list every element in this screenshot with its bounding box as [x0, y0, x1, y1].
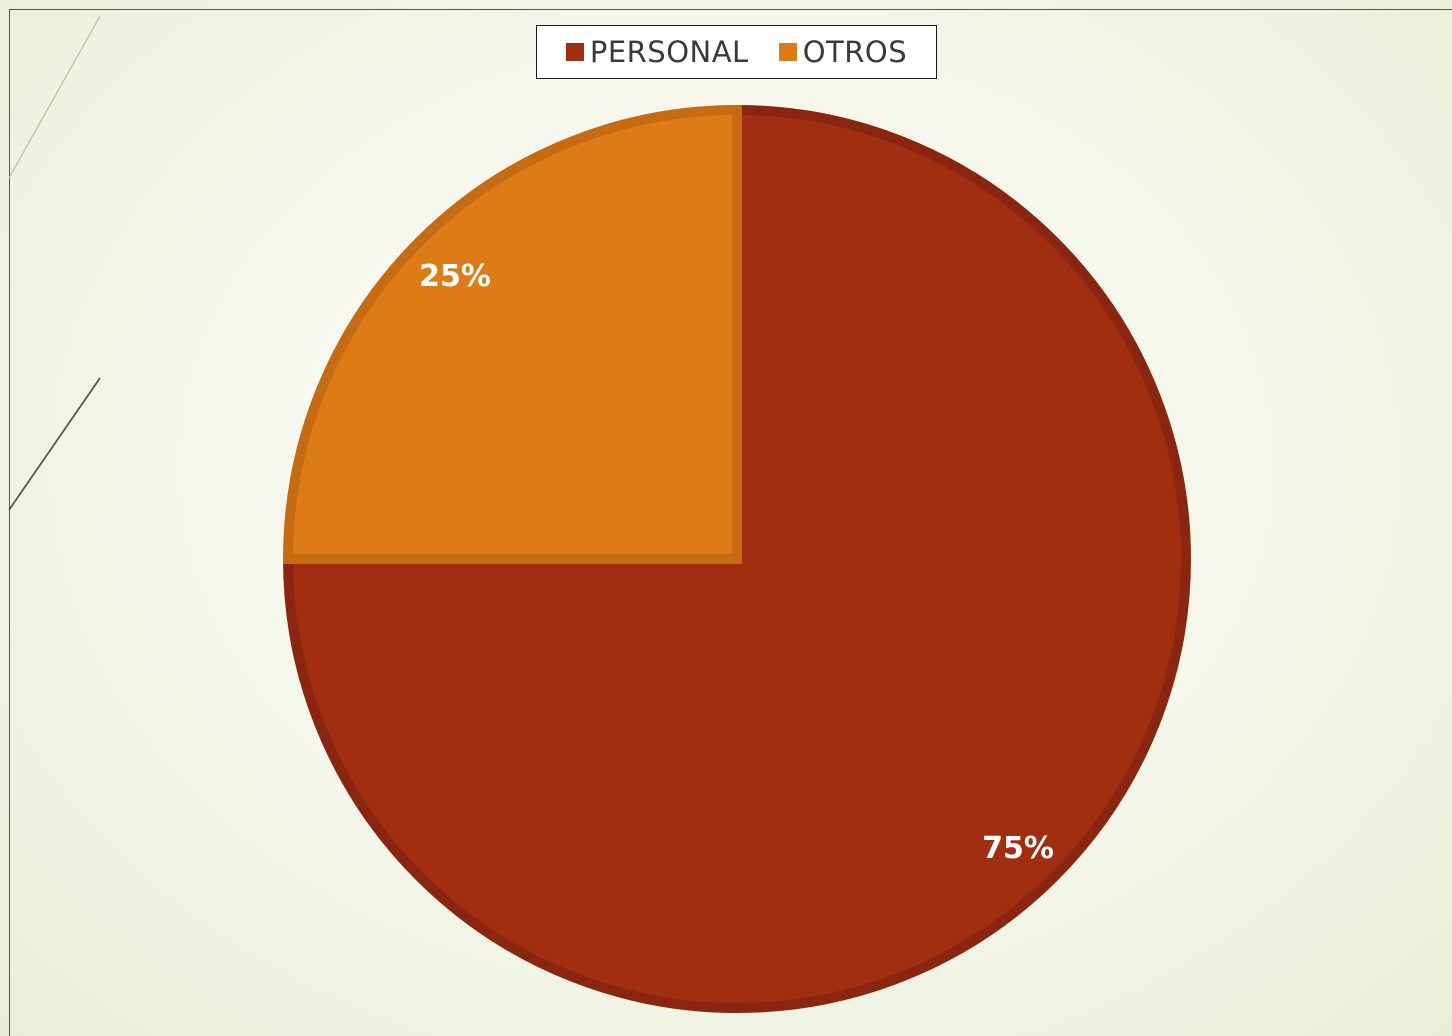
data-label-personal: 75% — [982, 831, 1054, 866]
data-label-otros: 25% — [419, 259, 491, 294]
legend-swatch-otros — [778, 43, 797, 61]
pie-slices — [282, 104, 1191, 1013]
legend-swatch-personal — [565, 43, 584, 61]
slide-frame — [9, 9, 1452, 1036]
legend-label-otros: OTROS — [802, 35, 908, 69]
legend-label-personal: PERSONAL — [589, 35, 749, 69]
chart-legend: PERSONAL OTROS — [536, 25, 937, 79]
legend-entry-personal: PERSONAL — [565, 35, 749, 69]
decorative-line-thin — [8, 15, 101, 179]
pie-slice-otros — [282, 104, 742, 564]
decorative-line-dark — [8, 377, 101, 511]
legend-entry-otros: OTROS — [778, 35, 908, 69]
